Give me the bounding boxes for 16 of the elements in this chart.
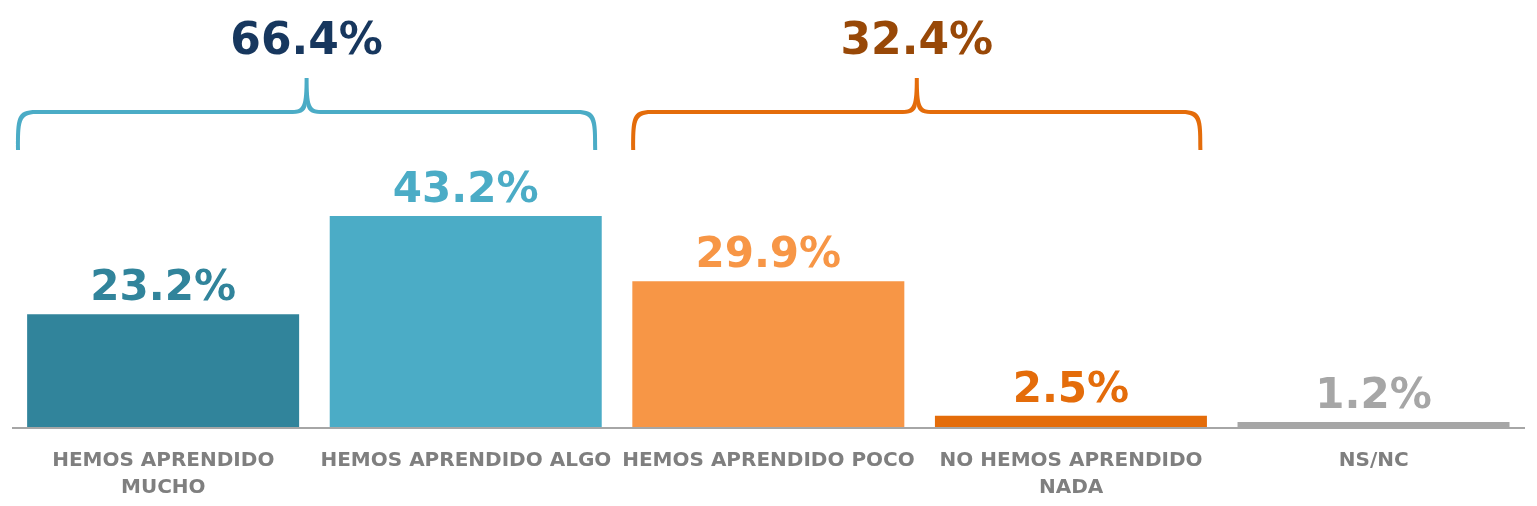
bar [329, 216, 602, 428]
x-tick-label: HEMOS APRENDIDO POCO [622, 447, 915, 471]
data-label: 2.5% [1012, 362, 1130, 412]
bar [632, 281, 905, 428]
data-label: 23.2% [90, 261, 236, 311]
data-label: 1.2% [1315, 369, 1432, 419]
text: 32.4% [840, 13, 994, 64]
x-tick-label: HEMOS APRENDIDO ALGO [320, 447, 612, 471]
data-label: 29.9% [695, 228, 842, 278]
x-tick-label: HEMOS APRENDIDO MUCHO [52, 447, 275, 498]
data-label: 43.2% [392, 163, 539, 213]
x-tick-label: NO HEMOS APRENDIDO NADA [939, 447, 1203, 498]
text: 66.4% [230, 13, 383, 64]
bar [934, 415, 1207, 428]
x-tick-label: NS/NC [1338, 447, 1409, 471]
bar [27, 314, 300, 428]
